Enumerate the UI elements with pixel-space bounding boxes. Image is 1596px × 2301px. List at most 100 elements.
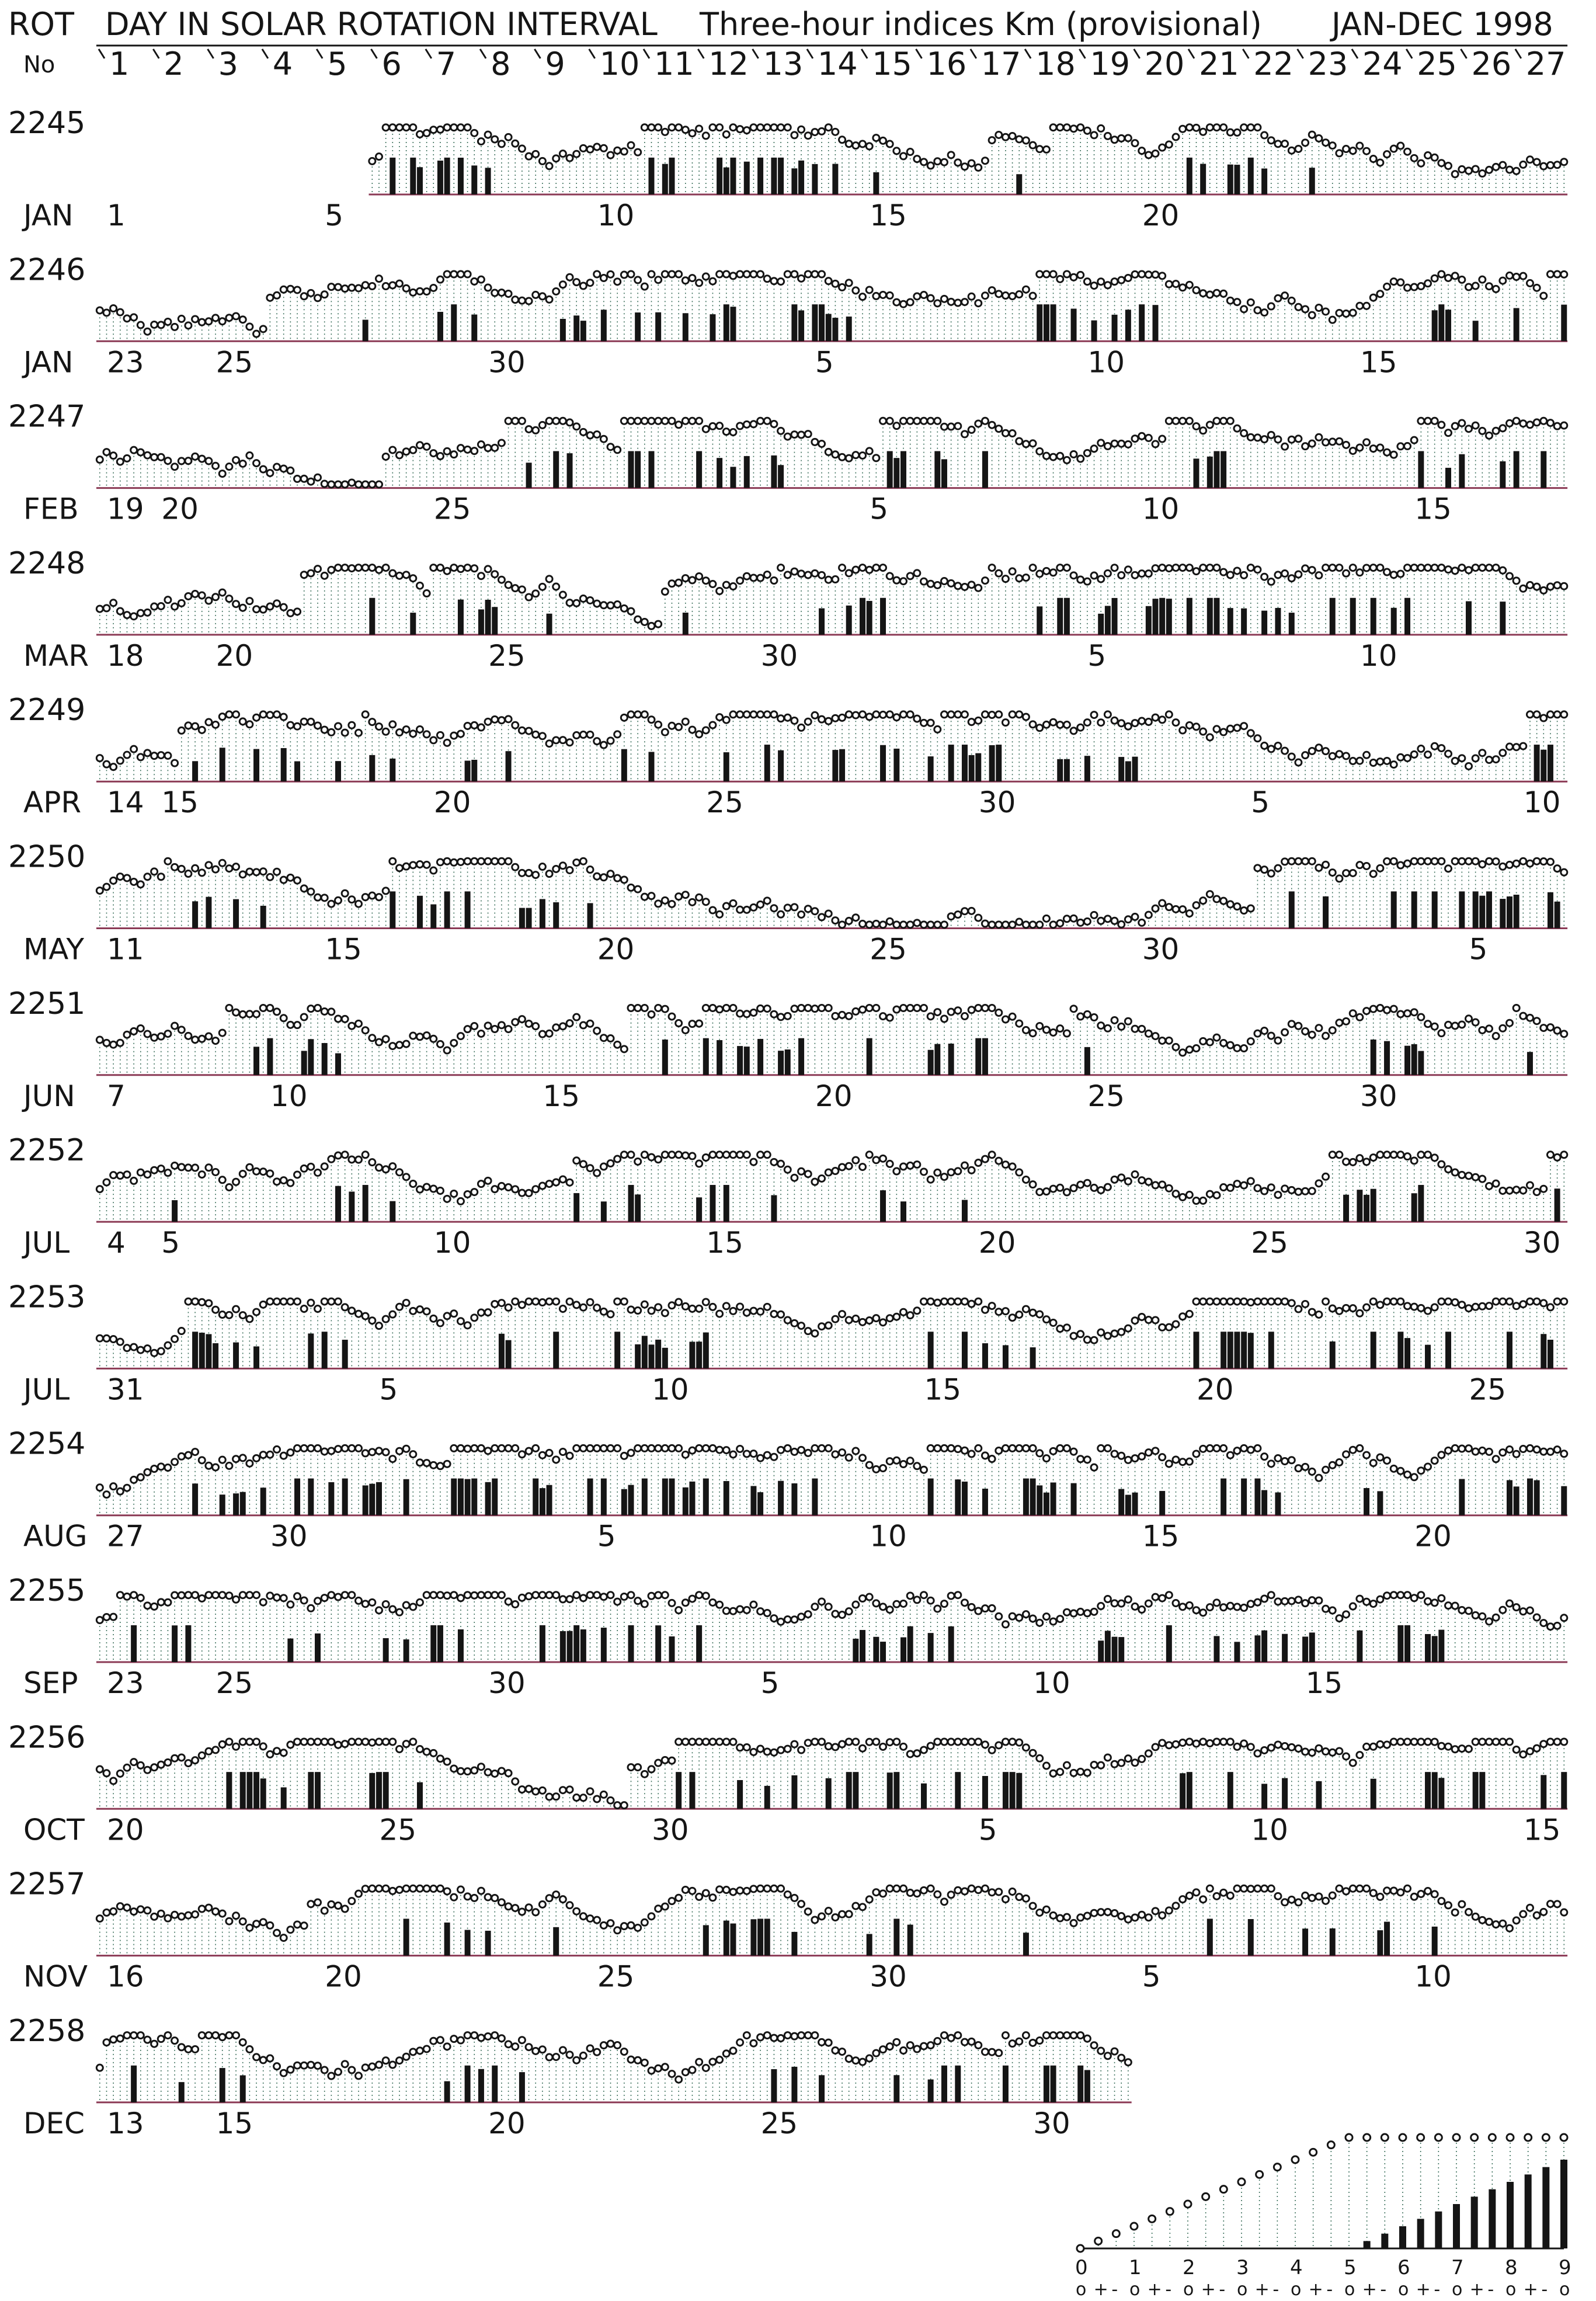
km-point (961, 1162, 968, 1169)
km-point (1534, 1447, 1540, 1453)
storm-bar (867, 601, 872, 635)
km-point (478, 1592, 484, 1598)
km-point (1152, 714, 1159, 721)
km-point (1200, 1038, 1206, 1044)
storm-bar (192, 1332, 198, 1368)
km-point (342, 1304, 348, 1311)
km-point (1350, 447, 1356, 454)
km-point (975, 300, 982, 307)
storm-bar (1514, 308, 1519, 342)
km-point (308, 1006, 314, 1012)
km-point (1479, 750, 1486, 756)
km-point (492, 858, 498, 864)
storm-bar (730, 307, 736, 341)
km-point (464, 723, 471, 729)
storm-bar (928, 1332, 934, 1368)
km-point (172, 760, 178, 766)
km-point (553, 737, 559, 743)
km-point (1411, 1474, 1417, 1480)
km-point (730, 1608, 736, 1614)
km-point (1418, 418, 1424, 424)
km-point (349, 1308, 355, 1314)
km-point (1091, 1014, 1097, 1020)
km-point (492, 1186, 498, 1193)
km-point (723, 903, 729, 909)
storm-bar (757, 1039, 763, 1075)
storm-bar (744, 162, 750, 194)
km-point (1500, 1298, 1506, 1305)
km-point (1506, 861, 1512, 868)
storm-bar (962, 1482, 968, 1516)
km-point (1411, 751, 1417, 757)
km-point (485, 1448, 491, 1454)
km-point (410, 1451, 416, 1458)
km-point (1472, 1304, 1479, 1310)
km-point (451, 1040, 457, 1046)
km-point (1186, 1047, 1192, 1053)
km-point (342, 890, 348, 896)
km-point (1302, 306, 1309, 312)
km-point (1309, 1031, 1315, 1038)
km-point (710, 907, 716, 913)
km-point (594, 271, 600, 277)
km-point (546, 871, 552, 877)
km-point (635, 1158, 641, 1165)
km-point (743, 1152, 750, 1158)
storm-bar (1541, 1334, 1546, 1368)
km-point (1268, 1461, 1274, 1467)
km-point (717, 1311, 723, 1317)
km-point (1132, 1172, 1138, 1178)
month-label: JUL (22, 1226, 69, 1260)
km-point (1111, 279, 1118, 285)
km-point (1364, 1452, 1370, 1458)
km-point (335, 1016, 342, 1022)
no-column-label: No (23, 51, 55, 78)
km-point (260, 711, 266, 718)
km-point (968, 908, 975, 914)
storm-bar (192, 1483, 198, 1515)
storm-bar (1084, 756, 1090, 781)
km-point (996, 1309, 1002, 1315)
km-point (1295, 1465, 1302, 1472)
km-point (791, 568, 798, 575)
km-point (375, 1323, 382, 1329)
storm-bar (717, 1040, 722, 1075)
km-point (1377, 291, 1383, 297)
km-point (580, 145, 586, 151)
km-point (696, 1305, 703, 1312)
header-day-number: 16 (927, 46, 967, 82)
km-point (1152, 1182, 1159, 1188)
km-point (621, 1594, 627, 1600)
header-day-number: 3 (218, 46, 238, 82)
km-point (1180, 1459, 1186, 1465)
km-point (798, 275, 805, 281)
km-point (1520, 858, 1527, 864)
km-point (798, 1447, 805, 1453)
km-point (308, 718, 314, 725)
date-label: 30 (761, 639, 798, 673)
storm-bar (1445, 310, 1451, 341)
storm-bar (1221, 451, 1226, 488)
km-point (1180, 1313, 1186, 1320)
km-point (1173, 1457, 1179, 1463)
km-point (369, 1035, 375, 1041)
km-point (961, 431, 968, 437)
km-point (614, 1041, 621, 1048)
km-point (853, 287, 859, 294)
km-point (124, 315, 130, 322)
storm-bar (417, 167, 423, 194)
km-point (1173, 906, 1179, 912)
header-day-number: 12 (708, 46, 749, 82)
km-point (873, 1005, 879, 1012)
km-point (723, 1005, 729, 1012)
header-day-number: 18 (1035, 46, 1076, 82)
rot-column-label: ROT (8, 6, 75, 43)
storm-bar (642, 1479, 648, 1516)
km-point (1227, 1298, 1233, 1305)
km-point (206, 1033, 212, 1040)
km-point (110, 1172, 117, 1179)
km-point (860, 1164, 866, 1170)
km-point (1302, 1028, 1309, 1034)
km-point (655, 1156, 662, 1163)
km-point (1452, 858, 1458, 864)
